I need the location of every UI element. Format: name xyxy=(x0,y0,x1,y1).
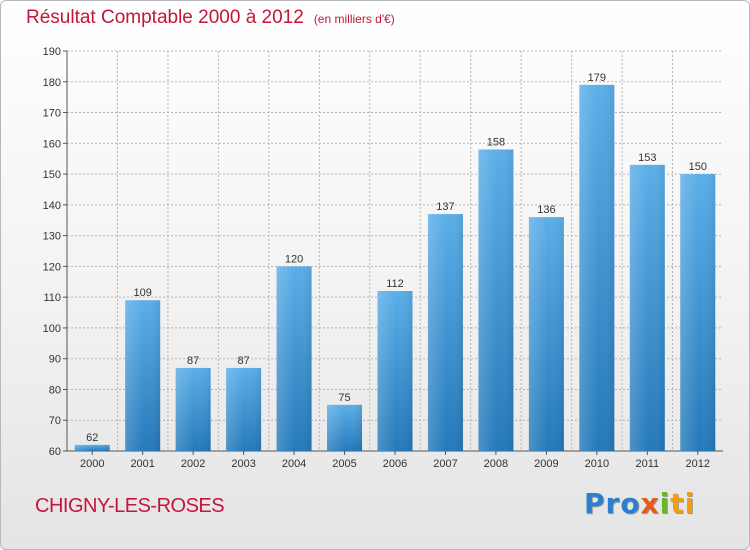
x-tick-label-2005: 2005 xyxy=(332,458,356,470)
y-tick-label-180: 180 xyxy=(43,77,61,89)
logo-part-4: ti xyxy=(670,487,696,520)
y-tick-label-160: 160 xyxy=(43,138,61,150)
y-tick-label-100: 100 xyxy=(43,323,61,335)
data-label-2007: 137 xyxy=(436,201,454,213)
x-tick-label-2004: 2004 xyxy=(282,458,306,470)
bar-shine-2004 xyxy=(276,266,312,451)
x-tick-label-2003: 2003 xyxy=(231,458,255,470)
city-name: CHIGNY-LES-ROSES xyxy=(35,495,225,517)
x-tick-label-2001: 2001 xyxy=(130,458,154,470)
bar-shine-2001 xyxy=(125,300,161,451)
data-label-2003: 87 xyxy=(237,355,249,367)
bar-shine-2009 xyxy=(528,217,564,451)
x-tick-label-2012: 2012 xyxy=(686,458,710,470)
proxiti-logo[interactable]: Proxiti xyxy=(584,487,695,520)
data-label-2002: 87 xyxy=(187,355,199,367)
logo-part-3: i xyxy=(659,487,671,520)
bar-shine-2003 xyxy=(226,367,262,451)
bar-shine-2011 xyxy=(629,164,665,451)
x-tick-label-2006: 2006 xyxy=(383,458,407,470)
bars xyxy=(74,84,716,452)
x-tick-label-2009: 2009 xyxy=(534,458,558,470)
x-tick-label-2007: 2007 xyxy=(433,458,457,470)
x-tick-label-2000: 2000 xyxy=(80,458,104,470)
x-tick-label-2010: 2010 xyxy=(585,458,609,470)
x-tick-label-2002: 2002 xyxy=(181,458,205,470)
bar-shine-2008 xyxy=(478,149,514,451)
y-tick-label-110: 110 xyxy=(43,292,61,304)
bar-shine-2002 xyxy=(175,367,211,451)
bar-shine-2006 xyxy=(377,291,413,451)
bar-shine-2007 xyxy=(427,214,463,451)
y-tick-label-80: 80 xyxy=(49,384,61,396)
logo-part-1: Pro xyxy=(584,487,641,520)
data-label-2012: 150 xyxy=(689,161,707,173)
bar-shine-2012 xyxy=(680,174,716,452)
data-label-2009: 136 xyxy=(537,204,555,216)
labels: 62 109 87 87 120 75 112 137 158 136 179 153 150 xyxy=(86,72,707,444)
y-tick-label-130: 130 xyxy=(43,231,61,243)
x-tick-label-2011: 2011 xyxy=(635,458,659,470)
y-tick-label-90: 90 xyxy=(49,354,61,366)
bar-shine-2010 xyxy=(579,84,615,451)
logo-part-2: x xyxy=(640,487,660,520)
y-tick-label-190: 190 xyxy=(43,46,61,58)
y-tick-label-60: 60 xyxy=(49,446,61,458)
y-tick-label-170: 170 xyxy=(43,108,61,120)
y-tick-label-120: 120 xyxy=(43,261,61,273)
chart-subtitle: (en milliers d'€) xyxy=(313,12,395,26)
data-label-2005: 75 xyxy=(338,392,350,404)
y-tick-label-150: 150 xyxy=(43,169,61,181)
data-label-2008: 158 xyxy=(487,136,505,148)
data-label-2000: 62 xyxy=(86,432,98,444)
chart-title-text: Résultat Comptable 2000 à 2012 xyxy=(26,7,304,28)
y-tick-label-70: 70 xyxy=(49,415,61,427)
bar-shine-2005 xyxy=(327,404,363,451)
data-label-2010: 179 xyxy=(588,72,606,84)
chart-title: Résultat Comptable 2000 à 2012 (en millie… xyxy=(26,7,395,29)
bar-shine-2000 xyxy=(74,444,110,451)
y-tick-label-140: 140 xyxy=(43,200,61,212)
data-label-2011: 153 xyxy=(638,152,656,164)
data-label-2004: 120 xyxy=(285,253,303,265)
data-label-2006: 112 xyxy=(386,278,404,290)
x-tick-label-2008: 2008 xyxy=(484,458,508,470)
data-label-2001: 109 xyxy=(134,287,152,299)
